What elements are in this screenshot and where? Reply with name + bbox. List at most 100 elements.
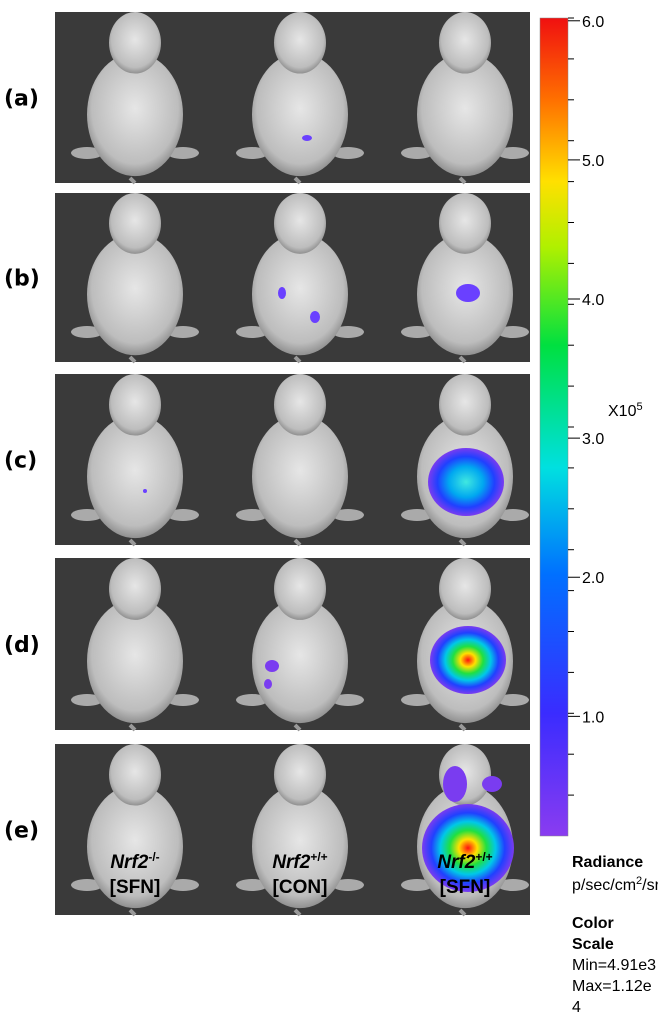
mouse-limb xyxy=(401,147,433,159)
column-genotype: Nrf2-/- xyxy=(110,850,159,873)
tick-label: 5.0 xyxy=(582,153,604,170)
mouse-tail xyxy=(458,176,467,185)
mouse-limb xyxy=(236,694,268,706)
mouse-head xyxy=(109,11,161,74)
mouse-limb xyxy=(401,694,433,706)
mouse-body xyxy=(87,599,183,724)
mouse-tail xyxy=(458,908,467,917)
mouse-limb xyxy=(332,326,364,338)
mouse-limb xyxy=(71,326,103,338)
row-label: (d) xyxy=(4,633,40,658)
signal xyxy=(265,660,279,672)
tick-label: 3.0 xyxy=(582,431,604,448)
row-label: (c) xyxy=(4,449,37,474)
image-panel xyxy=(55,744,530,917)
tick-label: 4.0 xyxy=(582,292,604,309)
mouse-limb xyxy=(497,326,529,338)
mouse-head xyxy=(274,193,326,254)
image-panel xyxy=(55,374,530,547)
tick-label: 1.0 xyxy=(582,709,604,726)
mouse-limb xyxy=(236,879,268,891)
mouse-tail xyxy=(458,723,467,732)
color-bar xyxy=(539,17,569,837)
mouse-limb xyxy=(332,509,364,521)
mouse-tail xyxy=(293,355,302,364)
mouse-head xyxy=(274,374,326,436)
mouse-limb xyxy=(71,509,103,521)
mouse-tail xyxy=(293,176,302,185)
column-treatment: [SFN] xyxy=(110,877,161,898)
signal xyxy=(428,448,504,516)
mouse-head xyxy=(439,11,491,74)
mouse-head xyxy=(439,374,491,436)
mouse-limb xyxy=(401,326,433,338)
mouse-limb xyxy=(167,509,199,521)
genotype-superscript: +/+ xyxy=(310,850,327,864)
mouse-limb xyxy=(332,879,364,891)
mouse-tail xyxy=(458,355,467,364)
genotype: Nrf2 xyxy=(272,852,310,873)
mouse-limb xyxy=(167,694,199,706)
panels xyxy=(55,11,530,917)
scale-max: 4 xyxy=(572,999,581,1016)
image-panel xyxy=(55,193,530,364)
mouse-head xyxy=(109,193,161,254)
mouse-limb xyxy=(236,326,268,338)
mouse-limb xyxy=(401,879,433,891)
mouse-body xyxy=(252,785,348,909)
mouse-limb xyxy=(167,879,199,891)
signal xyxy=(443,766,467,802)
signal xyxy=(302,135,312,141)
genotype-superscript: +/+ xyxy=(475,850,492,864)
mouse-body xyxy=(417,53,513,177)
signal xyxy=(430,626,506,694)
signal xyxy=(456,284,480,302)
legend-title: Color xyxy=(572,915,614,932)
mouse-head xyxy=(274,558,326,620)
mouse-head xyxy=(439,558,491,620)
row-label: (e) xyxy=(4,819,39,844)
tick-label: 6.0 xyxy=(582,14,604,31)
image-panel xyxy=(55,11,530,185)
mouse-limb xyxy=(167,326,199,338)
signal xyxy=(422,804,514,892)
mouse-limb xyxy=(497,147,529,159)
mouse-tail xyxy=(128,355,137,364)
mouse-tail xyxy=(293,908,302,917)
column-treatment: [CON] xyxy=(273,877,328,898)
mouse-tail xyxy=(128,538,137,547)
mouse-limb xyxy=(497,879,529,891)
mouse-tail xyxy=(128,908,137,917)
mouse-tail xyxy=(128,723,137,732)
mouse-limb xyxy=(332,147,364,159)
color-ticks: 1.0 2.0 3.0 4.0 5.0 6.0 xyxy=(568,14,604,796)
column-genotype: Nrf2+/+ xyxy=(437,850,492,873)
mouse-tail xyxy=(128,176,137,185)
mouse-limb xyxy=(332,694,364,706)
mouse-head xyxy=(109,374,161,436)
legend-title: Scale xyxy=(572,936,614,953)
mouse-body xyxy=(87,233,183,356)
mouse-limb xyxy=(71,694,103,706)
multiplier: X105 xyxy=(608,401,643,420)
mouse-head xyxy=(274,11,326,74)
mouse-limb xyxy=(71,147,103,159)
row-label: (a) xyxy=(4,87,39,112)
scale-units: p/sec/cm2/sr xyxy=(572,875,658,894)
signal xyxy=(264,679,272,689)
mouse-limb xyxy=(497,509,529,521)
image-panel xyxy=(55,558,530,732)
mouse-tail xyxy=(293,538,302,547)
genotype: Nrf2 xyxy=(110,852,148,873)
mouse-body xyxy=(252,599,348,724)
signal xyxy=(278,287,286,299)
mouse-limb xyxy=(167,147,199,159)
scale-title: Radiance xyxy=(572,854,643,871)
mouse-body xyxy=(87,53,183,177)
mouse-head xyxy=(274,744,326,806)
mouse-body xyxy=(87,415,183,539)
mouse-body xyxy=(252,415,348,539)
column-genotype: Nrf2+/+ xyxy=(272,850,327,873)
genotype-superscript: -/- xyxy=(148,850,159,864)
